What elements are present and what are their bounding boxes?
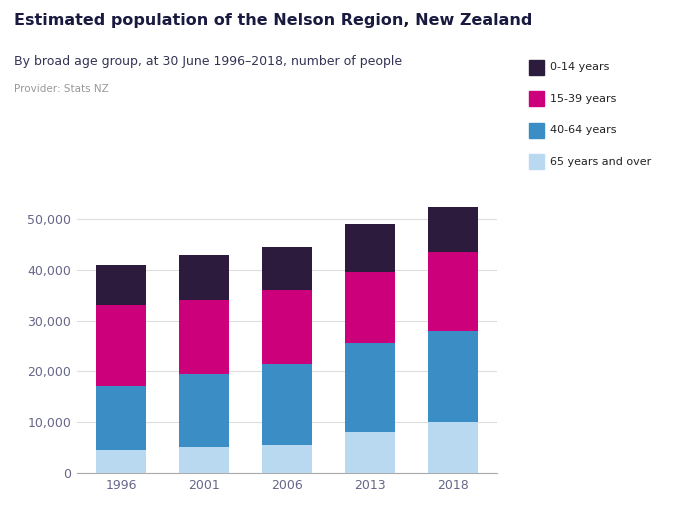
Bar <box>96 306 146 386</box>
Bar <box>428 422 478 472</box>
Text: 65 years and over: 65 years and over <box>550 156 651 167</box>
Bar <box>96 386 146 450</box>
Bar <box>96 450 146 473</box>
Bar <box>262 290 312 364</box>
Text: 40-64 years: 40-64 years <box>550 125 616 135</box>
Bar <box>262 247 312 290</box>
Bar <box>262 445 312 473</box>
Bar <box>345 224 395 272</box>
Bar <box>179 300 229 374</box>
Bar <box>179 255 229 300</box>
Bar <box>262 364 312 445</box>
Text: By broad age group, at 30 June 1996–2018, number of people: By broad age group, at 30 June 1996–2018… <box>14 55 402 68</box>
Bar <box>428 252 478 331</box>
Text: Provider: Stats NZ: Provider: Stats NZ <box>14 84 108 94</box>
Text: 0-14 years: 0-14 years <box>550 62 609 72</box>
Bar <box>345 343 395 432</box>
Bar <box>179 374 229 447</box>
Bar <box>428 206 478 252</box>
Text: 15-39 years: 15-39 years <box>550 93 616 104</box>
Text: nz: nz <box>642 24 665 42</box>
Bar <box>345 432 395 472</box>
Text: figure.: figure. <box>535 24 603 42</box>
Bar <box>179 447 229 473</box>
Text: Estimated population of the Nelson Region, New Zealand: Estimated population of the Nelson Regio… <box>14 13 533 28</box>
Bar <box>428 331 478 422</box>
Bar <box>96 265 146 306</box>
Bar <box>345 272 395 343</box>
